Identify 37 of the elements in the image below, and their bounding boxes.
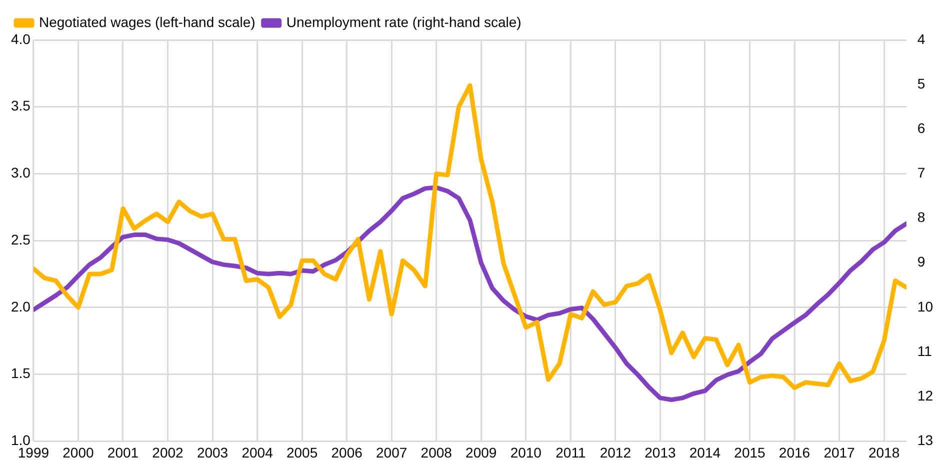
x-tick-label: 2017 — [824, 444, 856, 460]
legend-label: Negotiated wages (left-hand scale) — [39, 14, 256, 30]
x-tick-label: 2005 — [286, 444, 318, 460]
y2-tick-label: 13 — [917, 432, 934, 448]
x-tick-label: 2000 — [62, 444, 94, 460]
y2-tick-label: 11 — [917, 342, 932, 359]
x-tick-label: 2004 — [242, 444, 274, 460]
y2-tick-label: 8 — [917, 209, 926, 226]
x-tick-label: 2001 — [107, 444, 139, 460]
x-tick-label: 2008 — [420, 444, 452, 460]
x-tick-label: 2007 — [376, 444, 408, 460]
x-tick-label: 2009 — [466, 444, 497, 460]
y2-tick-label: 5 — [917, 75, 926, 92]
y-tick-label: 4.0 — [10, 30, 31, 47]
x-tick-label: 2012 — [600, 444, 632, 460]
y-tick-label: 2.5 — [10, 231, 31, 248]
x-tick-label: 2016 — [778, 444, 810, 460]
legend-label: Unemployment rate (right-hand scale) — [286, 14, 522, 30]
y-tick-label: 2.0 — [10, 298, 31, 314]
y2-tick-label: 10 — [917, 298, 934, 314]
x-tick-label: 2014 — [689, 444, 721, 460]
y2-tick-label: 9 — [917, 254, 926, 270]
y2-tick-label: 7 — [917, 164, 926, 181]
x-tick-label: 2018 — [868, 444, 900, 460]
y2-tick-label: 6 — [917, 120, 926, 136]
y2-tick-label: 12 — [917, 387, 934, 404]
x-tick-label: 2003 — [196, 444, 228, 460]
y2-tick-label: 4 — [917, 30, 926, 47]
x-tick-label: 2006 — [331, 444, 363, 460]
y-tick-label: 3.0 — [10, 164, 31, 181]
y-tick-label: 1.5 — [10, 365, 31, 382]
x-tick-label: 2011 — [556, 444, 586, 460]
x-tick-label: 2015 — [734, 444, 766, 460]
x-tick-label: 2002 — [152, 444, 184, 460]
y-tick-label: 3.5 — [10, 98, 31, 114]
x-tick-label: 2010 — [510, 444, 542, 460]
x-tick-label: 2013 — [644, 444, 676, 460]
